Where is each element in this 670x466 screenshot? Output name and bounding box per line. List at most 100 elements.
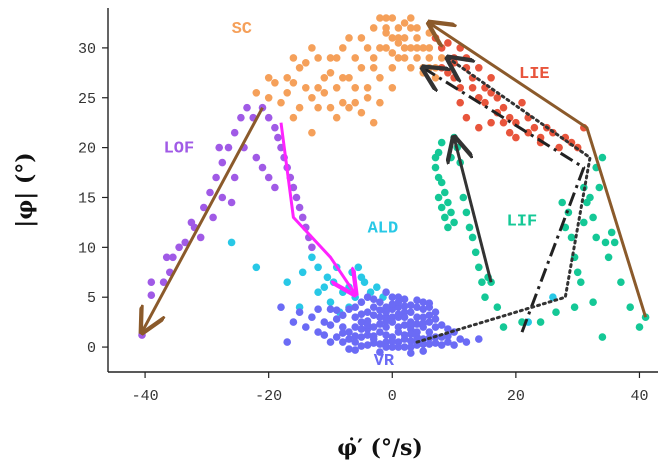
point-vr (407, 337, 415, 345)
point-vr (419, 347, 428, 355)
point-sc (314, 54, 322, 62)
point-vr (407, 301, 415, 310)
point-sc (283, 74, 292, 82)
point-lie (518, 98, 526, 107)
point-vr (407, 322, 415, 330)
point-lof (162, 253, 171, 262)
point-vr (345, 305, 353, 314)
data-points (138, 14, 650, 357)
point-sc (413, 44, 421, 52)
point-vr (351, 313, 360, 322)
point-lif (617, 278, 625, 287)
point-lie (481, 98, 489, 107)
point-sc (314, 103, 322, 112)
point-sc (332, 54, 341, 62)
point-lie (487, 118, 495, 127)
point-lif (437, 138, 446, 147)
point-vr (369, 295, 378, 304)
point-sc (295, 103, 304, 112)
point-lif (431, 163, 440, 172)
point-vr (339, 323, 347, 331)
y-tick-label: 0 (87, 340, 96, 357)
point-sc (388, 49, 397, 57)
point-vr (351, 338, 360, 346)
point-lof (138, 331, 146, 339)
point-sc (302, 59, 310, 67)
point-vr (388, 337, 397, 345)
point-lof (264, 113, 273, 122)
point-ald (314, 288, 322, 297)
x-axis-label: φ̇′ (°/s) (337, 435, 423, 461)
point-vr (413, 313, 421, 322)
point-vr (444, 338, 452, 346)
point-sc (388, 14, 397, 22)
point-vr (320, 331, 329, 339)
point-sc (382, 14, 390, 22)
point-sc (339, 44, 347, 52)
point-sc (376, 14, 384, 22)
point-sc (345, 34, 353, 42)
point-sc (394, 54, 403, 62)
point-lie (499, 103, 508, 112)
point-lif (595, 183, 604, 192)
point-lof (200, 203, 208, 212)
point-sc (413, 34, 421, 42)
point-ald (320, 283, 329, 292)
point-ald (252, 263, 261, 272)
point-vr (382, 323, 390, 331)
point-sc (289, 54, 298, 62)
point-sc (302, 84, 310, 92)
point-vr (376, 298, 384, 307)
point-vr (357, 310, 366, 319)
y-tick-label: 20 (78, 141, 96, 158)
point-lof (271, 123, 279, 132)
point-lif (493, 303, 502, 312)
trajectory-arrows (142, 23, 648, 344)
point-lof (230, 173, 239, 182)
point-vr (351, 346, 360, 354)
point-sc (425, 29, 434, 37)
point-vr (413, 296, 421, 305)
point-vr (400, 321, 409, 329)
cluster-label-lif: LIF (507, 212, 538, 231)
point-ald (329, 278, 338, 287)
point-lof (274, 133, 282, 142)
point-sc (357, 64, 366, 72)
point-vr (357, 298, 366, 307)
point-sc (295, 64, 304, 72)
point-vr (357, 325, 366, 333)
cluster-labels: SC LIE LOF ALD LIF VR (164, 20, 550, 371)
point-vr (407, 343, 415, 351)
point-lif (589, 298, 597, 307)
point-sc (376, 74, 384, 82)
y-axis-label: |φ| (°) (12, 152, 38, 227)
point-sc (308, 128, 316, 137)
point-sc (339, 74, 347, 82)
point-lof (271, 183, 279, 192)
point-vr (345, 335, 353, 343)
point-vr (394, 343, 403, 351)
trajectory-arrow-2 (429, 23, 648, 318)
point-lie (524, 113, 532, 122)
point-ald (227, 238, 236, 247)
point-vr (376, 306, 384, 315)
point-lie (487, 74, 495, 82)
point-vr (369, 303, 378, 312)
point-vr (339, 329, 347, 337)
point-vr (369, 332, 378, 340)
point-lie (456, 84, 465, 92)
point-lif (468, 233, 477, 242)
x-tick-label: -20 (255, 388, 282, 405)
point-sc (407, 64, 415, 72)
point-lof (169, 253, 177, 262)
point-ald (351, 293, 360, 302)
point-sc (357, 34, 366, 42)
point-sc (314, 84, 322, 92)
point-ald (354, 263, 363, 272)
point-lif (471, 248, 480, 257)
point-sc (394, 39, 403, 47)
point-vr (388, 343, 397, 351)
x-tick-label: -40 (132, 388, 159, 405)
trajectory-arrow-1 (142, 106, 264, 332)
